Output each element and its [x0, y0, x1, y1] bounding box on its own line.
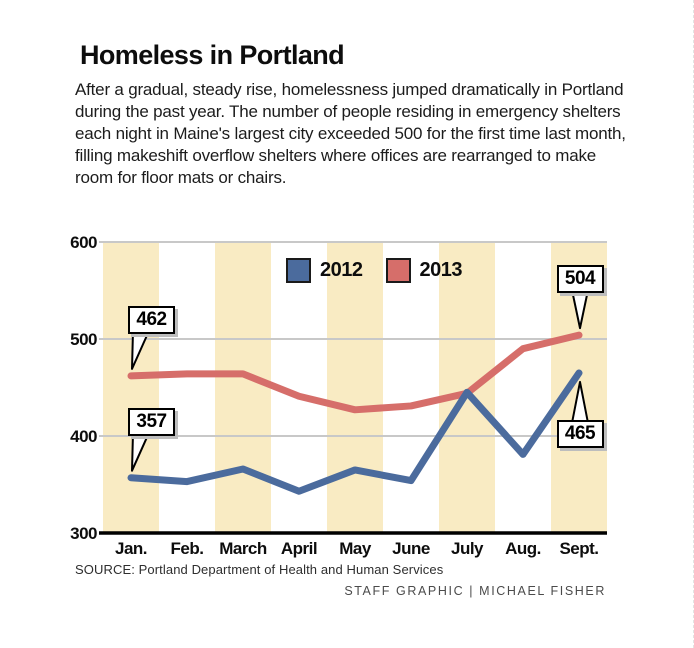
- callout-tails: [131, 289, 589, 472]
- y-axis-label: 600: [70, 233, 97, 252]
- column-band: [327, 242, 383, 533]
- chart-title: Homeless in Portland: [80, 40, 345, 70]
- value-callout-462: 462: [128, 305, 175, 334]
- y-axis-label: 500: [70, 330, 97, 349]
- source-line: SOURCE: Portland Department of Health an…: [75, 562, 444, 577]
- callout-tail: [131, 431, 150, 472]
- series-line-2013: [127, 331, 583, 414]
- value-callout-504: 504: [556, 265, 604, 294]
- legend-label-2012: 2012: [320, 259, 363, 281]
- callout-tail: [571, 289, 589, 330]
- column-bands: [103, 242, 607, 533]
- column-band: [215, 242, 271, 533]
- x-axis-label: Feb.: [171, 539, 204, 558]
- callout-tail: [131, 329, 150, 370]
- x-axis-label: Aug.: [505, 539, 541, 558]
- column-band: [439, 242, 495, 533]
- callout-tail: [571, 380, 589, 424]
- legend-swatch-2012: [286, 258, 311, 283]
- y-axis-label: 400: [70, 427, 97, 446]
- x-axis-label: May: [339, 539, 372, 558]
- chart-legend: 2012 2013: [286, 258, 476, 283]
- x-axis-label: March: [219, 539, 267, 558]
- chart-description: After a gradual, steady rise, homelessne…: [75, 80, 626, 187]
- value-callout-357: 357: [128, 407, 175, 436]
- x-axis-label: June: [392, 539, 430, 558]
- series-lines: [127, 331, 583, 495]
- staff-credit: STAFF GRAPHIC | MICHAEL FISHER: [344, 584, 606, 598]
- legend-swatch-2013: [385, 258, 411, 283]
- series-line-2012: [127, 369, 583, 495]
- x-axis-label: Jan.: [115, 539, 147, 558]
- y-axis-label: 300: [70, 524, 97, 543]
- x-axis-label: Sept.: [559, 539, 598, 558]
- column-band: [103, 242, 159, 533]
- value-callout-465: 465: [556, 419, 604, 448]
- legend-label-2013: 2013: [419, 259, 463, 281]
- x-axis-label: July: [451, 539, 484, 558]
- x-axis-label: April: [281, 539, 317, 558]
